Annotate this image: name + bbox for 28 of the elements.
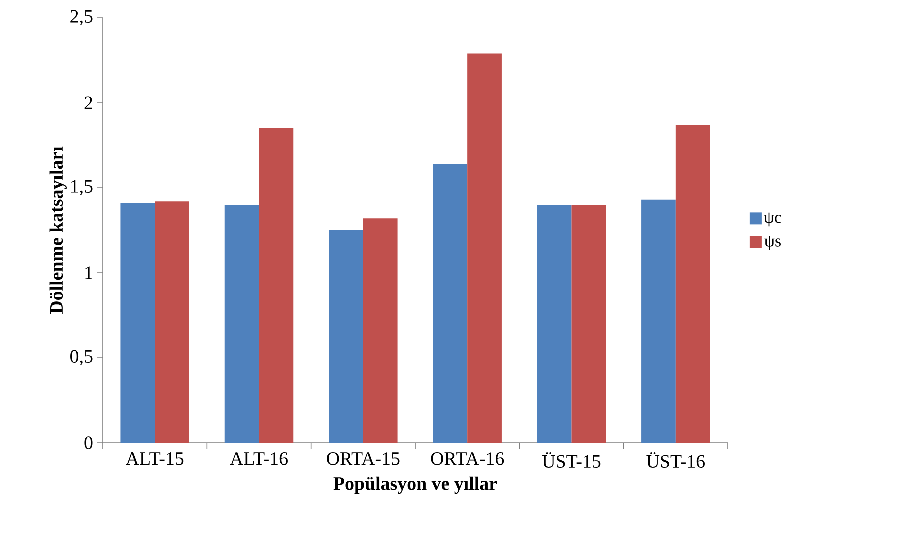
y-tick-label: 0 [84, 436, 93, 450]
x-tick-label: ÜST-15 [542, 452, 601, 468]
x-tick-label: ALT-15 [126, 452, 184, 466]
bar [433, 164, 468, 443]
y-tick-label: 2 [84, 96, 92, 110]
legend-label: ψs [764, 236, 781, 250]
bar [224, 204, 260, 443]
y-tick-label: 1,5 [71, 180, 93, 196]
bar [120, 203, 156, 443]
x-tick-label: ALT-16 [230, 452, 288, 466]
y-tick-label: 0,5 [70, 350, 93, 366]
bar [155, 202, 190, 443]
y-tick-label: 2,5 [70, 10, 93, 26]
bar [537, 204, 572, 443]
bar [572, 204, 606, 443]
legend-label: ψc [764, 212, 782, 227]
bar [259, 128, 294, 443]
bar [468, 54, 502, 443]
bar [676, 125, 710, 443]
x-tick-label: ORTA-15 [327, 452, 400, 466]
bar [642, 200, 676, 443]
x-axis-title: Popülasyon ve yıllar [334, 476, 498, 494]
bar [363, 218, 398, 443]
x-tick-label: ÜST-16 [646, 452, 705, 468]
x-tick-label: ORTA-16 [431, 452, 504, 466]
bar [329, 230, 364, 443]
y-axis-title: Döllenme katsayıları [50, 146, 67, 314]
y-tick-label: 1 [86, 266, 92, 280]
